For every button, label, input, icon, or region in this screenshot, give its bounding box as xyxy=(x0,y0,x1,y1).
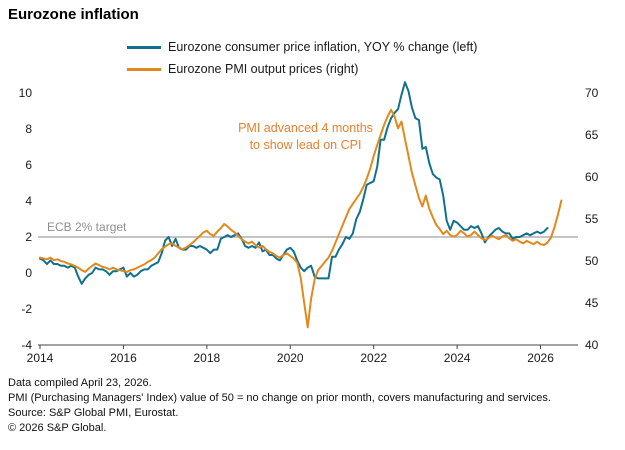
chart-legend: Eurozone consumer price inflation, YOY %… xyxy=(127,36,477,80)
ecb-target-label: ECB 2% target xyxy=(47,220,127,234)
x-axis-tick-label: 2018 xyxy=(193,351,220,365)
pmi-line-swatch xyxy=(127,67,161,71)
x-axis-tick-label: 2022 xyxy=(360,351,387,365)
y-left-tick-label: 8 xyxy=(25,122,32,136)
annotation-line-1: PMI advanced 4 months xyxy=(238,121,373,135)
y-left-tick-label: 0 xyxy=(25,266,32,280)
y-right-tick-label: 40 xyxy=(585,338,599,352)
y-left-tick-label: 6 xyxy=(25,158,32,172)
cpi-line-series xyxy=(39,81,549,285)
cpi-line-swatch xyxy=(127,45,161,49)
footnote-source: Source: S&P Global PMI, Eurostat. xyxy=(8,407,179,419)
legend-item-cpi: Eurozone consumer price inflation, YOY %… xyxy=(127,36,477,58)
y-left-tick-label: 4 xyxy=(25,194,32,208)
x-axis-tick-label: 2016 xyxy=(110,351,137,365)
y-right-tick-label: 65 xyxy=(585,128,599,142)
y-right-tick-label: 50 xyxy=(585,254,599,268)
y-left-tick-label: -4 xyxy=(21,338,32,352)
y-left-tick-label: -2 xyxy=(21,302,32,316)
x-axis-tick-label: 2014 xyxy=(27,351,54,365)
pmi-line-series xyxy=(39,108,563,329)
y-left-tick-label: 10 xyxy=(19,86,33,100)
y-right-tick-label: 60 xyxy=(585,170,599,184)
x-axis-tick-label: 2026 xyxy=(527,351,554,365)
annotation-line-2: to show lead on CPI xyxy=(249,138,362,152)
legend-label-cpi: Eurozone consumer price inflation, YOY %… xyxy=(168,40,478,54)
legend-label-pmi: Eurozone PMI output prices (right) xyxy=(168,62,359,76)
footnote-pmi-definition: PMI (Purchasing Managers' Index) value o… xyxy=(8,392,551,404)
footnote-copyright: © 2026 S&P Global. xyxy=(8,422,107,434)
pmi-lead-annotation: PMI advanced 4 months to show lead on CP… xyxy=(193,120,418,154)
footnote-data-compiled: Data compiled April 23, 2026. xyxy=(8,377,152,389)
x-axis-tick-label: 2020 xyxy=(277,351,304,365)
y-right-tick-label: 55 xyxy=(585,212,599,226)
y-right-tick-label: 45 xyxy=(585,296,599,310)
y-right-tick-label: 70 xyxy=(585,86,599,100)
chart-title: Eurozone inflation xyxy=(8,6,139,23)
legend-item-pmi: Eurozone PMI output prices (right) xyxy=(127,58,477,80)
y-left-tick-label: 2 xyxy=(25,230,32,244)
x-axis-tick-label: 2024 xyxy=(444,351,471,365)
